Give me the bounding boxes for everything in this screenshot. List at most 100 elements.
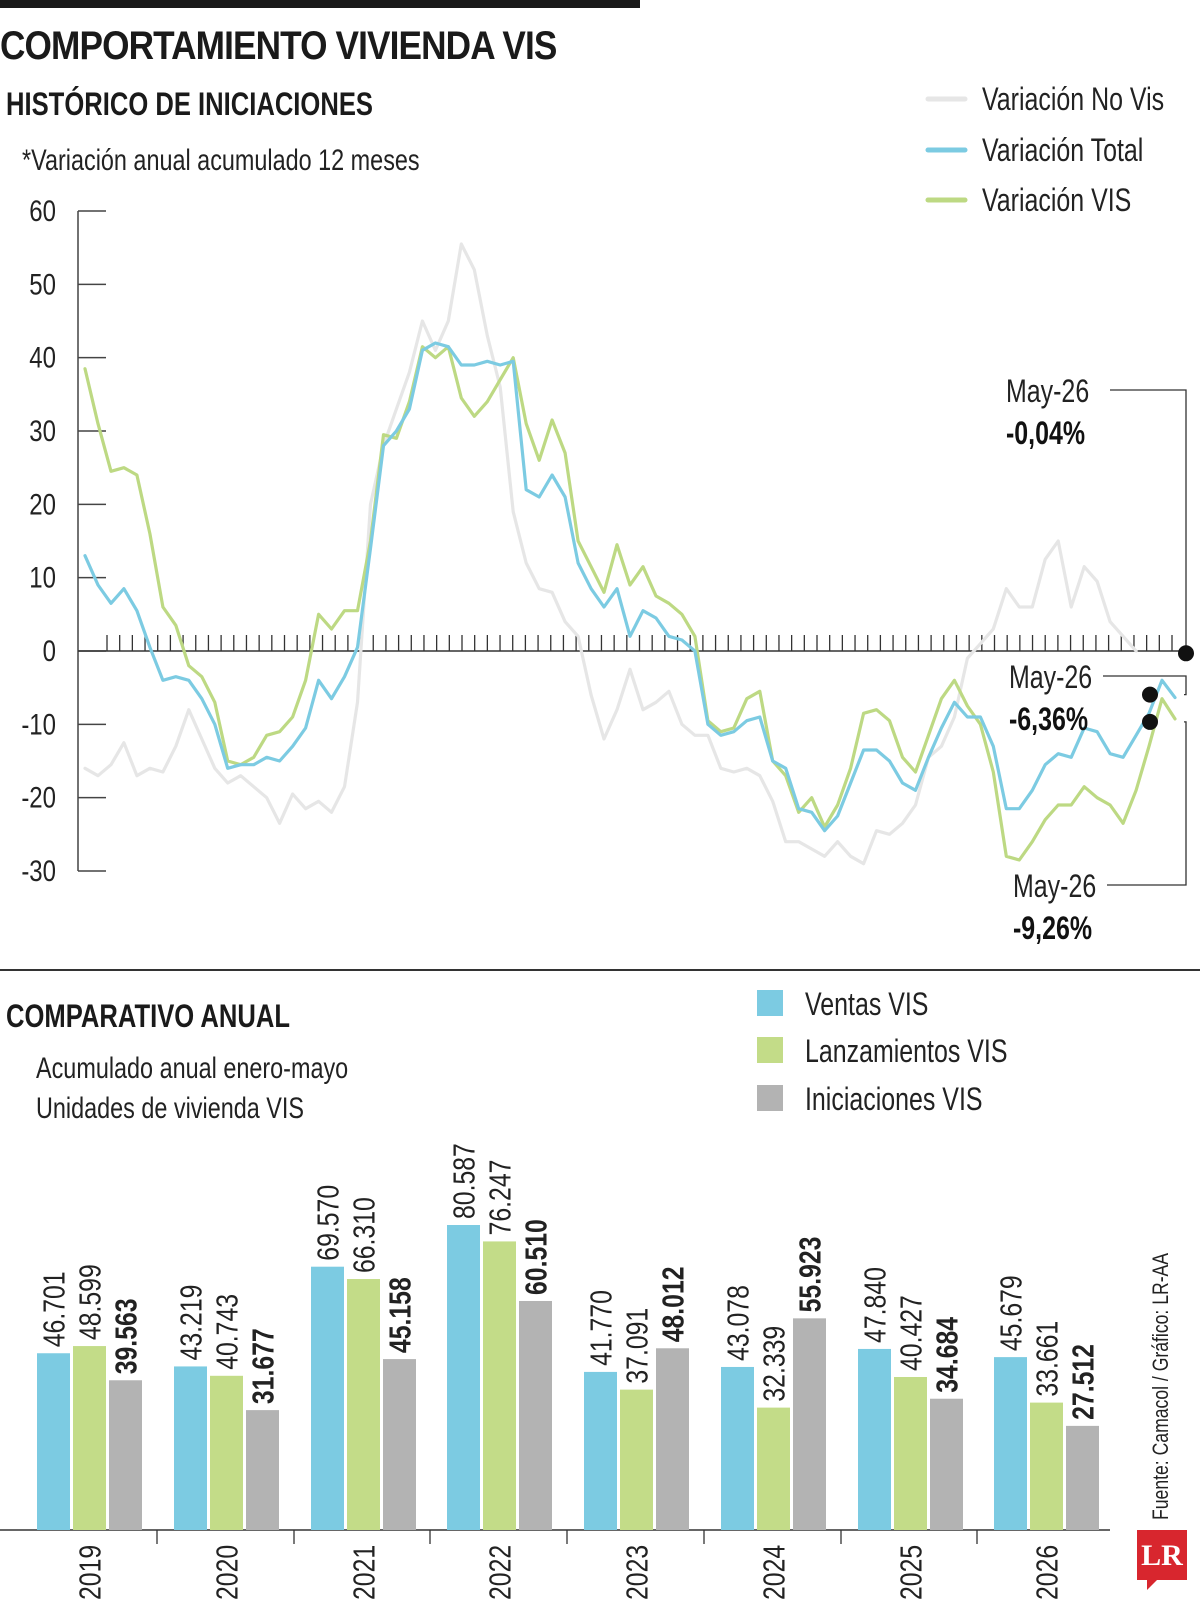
source-credit: Fuente: Camacol / Gráfico: LR-AA — [1148, 1252, 1173, 1520]
line-chart-title: HISTÓRICO DE INICIACIONES — [6, 86, 373, 122]
legend-label: Ventas VIS — [805, 987, 928, 1023]
data-label: 37.091 — [620, 1308, 654, 1384]
bar-ventas-vis — [584, 1371, 617, 1530]
series-line-total — [83, 341, 1177, 833]
bar-iniciaciones-vis — [793, 1318, 826, 1530]
lr-logo-tail — [1147, 1580, 1157, 1590]
legend-label: Lanzamientos VIS — [805, 1034, 1008, 1070]
legend-label: Variación Total — [982, 133, 1143, 169]
bar-lanzamientos-vis — [347, 1279, 380, 1530]
data-label: 48.012 — [656, 1266, 690, 1342]
y-tick-label: 30 — [29, 413, 56, 447]
bar-lanzamientos-vis — [757, 1407, 790, 1530]
y-tick-label: 20 — [29, 487, 56, 521]
category-label: 2022 — [483, 1545, 517, 1600]
data-label: 45.679 — [994, 1275, 1028, 1351]
data-label: 69.570 — [311, 1185, 345, 1261]
data-label: 66.310 — [347, 1197, 381, 1273]
category-label: 2026 — [1030, 1545, 1064, 1600]
data-label: 31.677 — [246, 1328, 280, 1404]
legend-label: Variación VIS — [982, 183, 1131, 219]
bar-iniciaciones-vis — [246, 1410, 279, 1530]
data-label: 60.510 — [519, 1219, 553, 1295]
data-label: 76.247 — [483, 1160, 517, 1236]
annotation-label: May-26 — [1013, 869, 1096, 905]
annotation-dot — [1178, 645, 1194, 662]
y-tick-label: -20 — [21, 780, 56, 814]
y-tick-label: 50 — [29, 267, 56, 301]
bar-iniciaciones-vis — [1066, 1425, 1099, 1530]
line-chart: 60 50 40 30 20 10 0 -10 -20 -30 Variación No Vis V… — [21, 82, 1194, 947]
annotation-connector — [1107, 721, 1187, 886]
category-label: 2021 — [347, 1545, 381, 1600]
bar-iniciaciones-vis — [109, 1380, 142, 1530]
data-label: 33.661 — [1030, 1321, 1064, 1397]
y-tick-label: 10 — [29, 560, 56, 594]
legend-label: Variación No Vis — [982, 82, 1164, 118]
bar-ventas-vis — [994, 1357, 1027, 1530]
category-label: 2025 — [894, 1545, 928, 1600]
bar-lanzamientos-vis — [483, 1241, 516, 1530]
y-tick-label: 0 — [43, 633, 56, 667]
page-title: COMPORTAMIENTO VIVIENDA VIS — [0, 24, 557, 68]
data-label: 47.840 — [858, 1267, 892, 1343]
section-divider — [0, 969, 1200, 971]
lr-logo: LR — [1137, 1530, 1187, 1590]
bar-ventas-vis — [447, 1225, 480, 1530]
bar-ventas-vis — [37, 1353, 70, 1530]
annotation-value: -9,26% — [1013, 911, 1092, 947]
data-label: 39.563 — [109, 1298, 143, 1374]
bar-chart-title: COMPARATIVO ANUAL — [6, 998, 290, 1034]
data-label: 48.599 — [73, 1264, 107, 1340]
category-label: 2020 — [210, 1545, 244, 1600]
bar-ventas-vis — [311, 1266, 344, 1530]
data-label: 43.078 — [721, 1285, 755, 1361]
bar-chart-subtitle-2: Unidades de vivienda VIS — [36, 1092, 304, 1125]
data-label: 40.427 — [894, 1295, 928, 1371]
annotation-label: May-26 — [1009, 660, 1092, 696]
category-label: 2019 — [73, 1545, 107, 1600]
bar-iniciaciones-vis — [519, 1300, 552, 1530]
bar-iniciaciones-vis — [656, 1348, 689, 1530]
bar-ventas-vis — [174, 1366, 207, 1530]
y-tick-label: 40 — [29, 340, 56, 374]
annotation-value: -0,04% — [1006, 416, 1085, 452]
bar-ventas-vis — [721, 1366, 754, 1530]
bar-iniciaciones-vis — [383, 1359, 416, 1530]
y-tick-label: -30 — [21, 853, 56, 887]
bar-chart-subtitle-1: Acumulado anual enero-mayo — [36, 1052, 349, 1085]
bar-lanzamientos-vis — [1030, 1402, 1063, 1530]
bar-ventas-vis — [858, 1348, 891, 1530]
data-label: 55.923 — [793, 1237, 827, 1313]
legend-swatch — [757, 990, 783, 1016]
data-label: 45.158 — [383, 1277, 417, 1353]
data-label: 27.512 — [1066, 1344, 1100, 1420]
data-label: 32.339 — [757, 1326, 791, 1402]
top-rule — [0, 0, 640, 8]
legend-swatch — [757, 1037, 783, 1063]
lr-logo-text: LR — [1137, 1530, 1187, 1580]
bar-lanzamientos-vis — [73, 1346, 106, 1530]
annotation-connector — [1103, 675, 1187, 696]
legend-label: Iniciaciones VIS — [805, 1082, 983, 1118]
data-label: 40.743 — [210, 1294, 244, 1370]
legend-swatch — [757, 1085, 783, 1111]
series-line-vis — [83, 345, 1177, 862]
y-tick-label: 60 — [29, 193, 56, 227]
annotation-dot — [1142, 686, 1158, 703]
data-label: 41.770 — [584, 1290, 618, 1366]
y-tick-label: -10 — [21, 707, 56, 741]
annotation-dot — [1142, 713, 1158, 730]
category-label: 2024 — [757, 1545, 791, 1600]
annotation-value: -6,36% — [1009, 702, 1088, 738]
bar-lanzamientos-vis — [210, 1375, 243, 1530]
series-line-no-vis — [83, 242, 1138, 866]
bar-lanzamientos-vis — [894, 1376, 927, 1530]
data-label: 46.701 — [37, 1271, 71, 1347]
bar-lanzamientos-vis — [620, 1389, 653, 1530]
data-label: 43.219 — [174, 1285, 208, 1361]
bar-iniciaciones-vis — [930, 1398, 963, 1530]
line-chart-subtitle: *Variación anual acumulado 12 meses — [22, 144, 420, 177]
annotation-label: May-26 — [1006, 374, 1089, 410]
